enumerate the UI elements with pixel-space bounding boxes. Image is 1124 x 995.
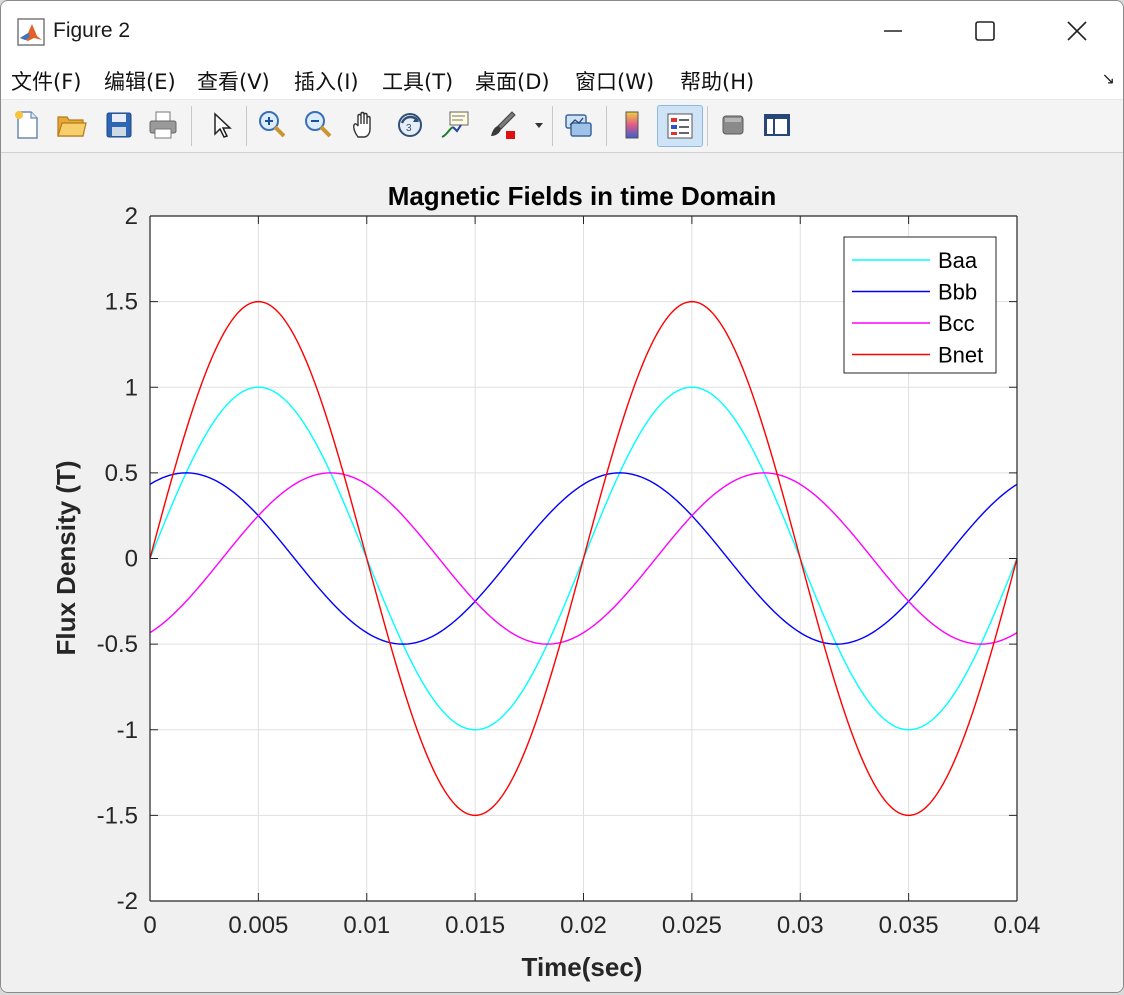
link-plot-button[interactable] — [559, 106, 597, 144]
toolbar-separator — [606, 106, 607, 146]
open-file-button[interactable] — [52, 106, 90, 144]
series-lines — [149, 300, 1018, 817]
legend-icon — [667, 113, 693, 139]
x-tick-label: 0.005 — [228, 912, 288, 939]
data-cursor-icon — [441, 111, 469, 138]
y-tick-label: 1.5 — [105, 289, 138, 316]
new-figure-icon — [15, 111, 38, 139]
hide-plot-tools-button[interactable] — [714, 106, 752, 144]
pan-hand-icon — [353, 111, 371, 138]
x-tick-label: 0.04 — [994, 912, 1041, 939]
new-figure-button[interactable] — [8, 106, 46, 144]
rotate-3d-icon: 3 — [398, 113, 422, 137]
brush-dropdown[interactable] — [529, 106, 549, 144]
legend[interactable]: Baa Bbb Bcc Bnet — [843, 236, 997, 374]
data-cursor-button[interactable] — [436, 106, 474, 144]
close-icon — [1067, 21, 1087, 41]
dock-figure-icon[interactable]: ↘ — [1101, 69, 1115, 88]
print-icon — [149, 111, 177, 139]
series-line-bbb — [149, 472, 1018, 645]
legend-label: Bbb — [938, 280, 977, 305]
legend-label: Bnet — [938, 343, 983, 368]
close-button[interactable] — [1031, 1, 1123, 61]
zoom-in-button[interactable] — [253, 106, 291, 144]
menu-view[interactable]: 查看(V) — [197, 70, 270, 94]
chevron-down-icon — [535, 123, 543, 128]
legend-label: Bcc — [938, 311, 975, 336]
line-chart: 0 0.005 0.01 0.015 0.02 0.025 0.03 0.035 0.04 2 1.… — [51, 181, 1041, 982]
show-plot-tools-button[interactable] — [758, 106, 796, 144]
y-tick-label: 1 — [125, 374, 138, 401]
x-tick-label: 0 — [143, 912, 156, 939]
y-tick-label: -2 — [117, 888, 138, 915]
title-bar: Figure 2 — [1, 1, 1123, 61]
menu-window[interactable]: 窗口(W) — [575, 70, 655, 94]
colorbar-icon — [625, 111, 639, 139]
x-tick-label: 0.015 — [445, 912, 505, 939]
menu-file[interactable]: 文件(F) — [11, 70, 82, 94]
colorbar-button[interactable] — [613, 106, 651, 144]
figure-canvas-area: 0 0.005 0.01 0.015 0.02 0.025 0.03 0.035 0.04 2 1.… — [1, 153, 1123, 992]
axes-box — [149, 215, 1018, 902]
x-tick-label: 0.025 — [662, 912, 722, 939]
toolbar-separator — [191, 106, 192, 146]
maximize-button[interactable] — [939, 1, 1031, 61]
zoom-out-button[interactable] — [299, 106, 337, 144]
brush-icon — [491, 111, 516, 139]
link-plot-icon — [565, 114, 592, 137]
chart-title: Magnetic Fields in time Domain — [388, 181, 777, 211]
menu-tools[interactable]: 工具(T) — [382, 70, 454, 94]
save-icon — [106, 112, 132, 138]
toolbar-separator — [707, 106, 708, 146]
toolbar-separator — [246, 106, 247, 146]
tick-labels: 0 0.005 0.01 0.015 0.02 0.025 0.03 0.035 0.04 2 1.… — [97, 203, 1041, 939]
menu-desktop[interactable]: 桌面(D) — [475, 70, 550, 94]
show-plot-tools-icon — [764, 114, 790, 136]
legend-label: Baa — [938, 248, 978, 273]
toolbar-separator — [552, 106, 553, 146]
x-tick-label: 0.03 — [777, 912, 824, 939]
y-tick-label: 2 — [125, 203, 138, 230]
menu-insert[interactable]: 插入(I) — [294, 70, 359, 94]
minimize-button[interactable] — [847, 1, 939, 61]
x-axis-label: Time(sec) — [522, 952, 643, 982]
x-tick-label: 0.035 — [879, 912, 939, 939]
zoom-out-icon — [305, 111, 332, 138]
window-title: Figure 2 — [53, 19, 131, 42]
maximize-icon — [975, 21, 995, 41]
rotate-3d-button[interactable]: 3 — [391, 106, 429, 144]
y-tick-label: 0.5 — [105, 460, 138, 487]
menu-help[interactable]: 帮助(H) — [680, 70, 755, 94]
y-axis-label: Flux Density (T) — [51, 460, 81, 655]
x-tick-label: 0.02 — [560, 912, 607, 939]
y-tick-label: -1.5 — [97, 802, 138, 829]
select-arrow-icon — [214, 112, 232, 138]
legend-button[interactable] — [657, 105, 703, 147]
edit-plot-button[interactable] — [201, 106, 239, 144]
matlab-logo-icon — [17, 18, 45, 46]
series-line-bnet — [149, 300, 1018, 817]
brush-button[interactable] — [483, 106, 521, 144]
y-tick-label: 0 — [125, 546, 138, 573]
save-button[interactable] — [100, 106, 138, 144]
hide-plot-tools-icon — [722, 115, 744, 135]
open-file-icon — [57, 116, 87, 137]
zoom-in-icon — [259, 111, 286, 138]
menu-bar: 文件(F) 编辑(E) 查看(V) 插入(I) 工具(T) 桌面(D) 窗口(W… — [1, 61, 1123, 100]
svg-text:3: 3 — [406, 123, 412, 134]
x-tick-label: 0.01 — [343, 912, 390, 939]
y-tick-label: -1 — [117, 717, 138, 744]
menu-edit[interactable]: 编辑(E) — [104, 70, 176, 94]
minimize-icon — [884, 30, 902, 32]
figure-toolbar: 3 — [1, 100, 1123, 153]
pan-button[interactable] — [346, 106, 384, 144]
y-tick-label: -0.5 — [97, 631, 138, 658]
series-line-bcc — [149, 472, 1018, 645]
print-button[interactable] — [144, 106, 182, 144]
